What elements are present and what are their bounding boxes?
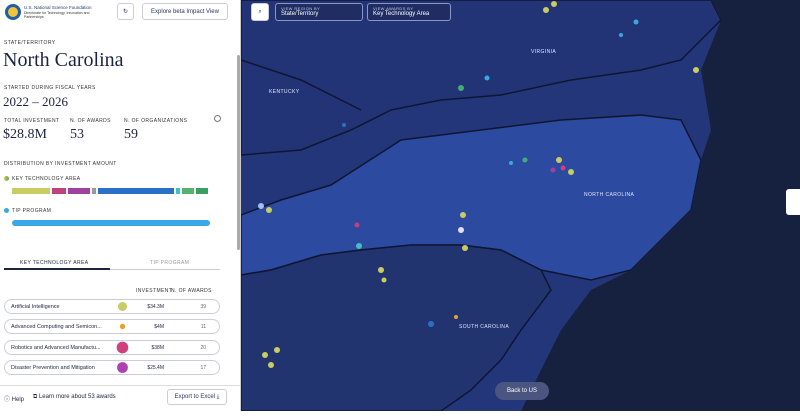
years: 2022 – 2026 bbox=[3, 94, 68, 109]
region-label: STATE/TERRITORY bbox=[4, 40, 56, 46]
row-label: Artificial Intelligence bbox=[11, 303, 60, 310]
explore-button[interactable]: Explore beta Impact View bbox=[142, 3, 228, 20]
state-label: SOUTH CAROLINA bbox=[459, 324, 509, 330]
select-value: Key Technology Area bbox=[373, 11, 430, 17]
tab-underline bbox=[4, 268, 110, 270]
row-count: 20 bbox=[200, 344, 206, 351]
row-label: Disaster Prevention and Mitigation bbox=[11, 364, 95, 371]
export-button[interactable]: Export to Excel ⤓ bbox=[167, 389, 227, 405]
table-row[interactable]: Disaster Prevention and Mitigation $25.4M… bbox=[4, 360, 220, 375]
back-button[interactable]: Back to US bbox=[495, 382, 549, 400]
select-label: VIEW REGION BY bbox=[281, 6, 321, 11]
info-icon[interactable] bbox=[214, 115, 221, 122]
distribution-label: DISTRIBUTION BY INVESTMENT AMOUNT bbox=[4, 161, 117, 167]
years-label: STARTED DURING FISCAL YEARS bbox=[4, 85, 96, 91]
search-button[interactable]: ⌕ bbox=[251, 3, 269, 21]
legend-label: TIP PROGRAM bbox=[12, 208, 52, 214]
state-label: NORTH CAROLINA bbox=[584, 192, 635, 198]
state-south-carolina bbox=[240, 244, 552, 412]
awards-select[interactable]: VIEW AWARDS BY Key Technology Area bbox=[367, 3, 451, 21]
stat-label: N. OF AWARDS bbox=[70, 118, 111, 124]
distribution-bar bbox=[12, 188, 208, 194]
row-label: Robotics and Advanced Manufactu... bbox=[11, 344, 101, 351]
directorate: Directorate for Technology, Innovation a… bbox=[24, 11, 90, 20]
legend-icon bbox=[4, 208, 9, 213]
award-dots bbox=[258, 1, 699, 368]
stat-value: $28.8M bbox=[3, 127, 47, 142]
reset-button[interactable]: ↻ bbox=[117, 3, 134, 20]
state-label: VIRGINIA bbox=[531, 49, 556, 55]
stat-label: TOTAL INVESTMENT bbox=[4, 118, 60, 124]
row-investment: $38M bbox=[151, 344, 164, 351]
org-name: U.S. National Science Foundation bbox=[24, 5, 92, 10]
zoom-control[interactable] bbox=[786, 189, 800, 215]
region-select[interactable]: VIEW REGION BY State/Territory bbox=[275, 3, 363, 21]
ocean bbox=[521, 0, 800, 411]
row-count: 17 bbox=[200, 364, 206, 371]
row-icon bbox=[116, 341, 129, 354]
row-icon bbox=[119, 323, 126, 330]
table-header: INVESTMENT bbox=[136, 288, 173, 294]
learn-more-text: Learn more about 53 awards bbox=[38, 394, 116, 400]
row-icon bbox=[118, 302, 127, 311]
table-row[interactable]: Advanced Computing and Semicon... $4M 11 bbox=[4, 319, 220, 334]
state-label: KENTUCKY bbox=[269, 89, 300, 95]
row-icon bbox=[117, 362, 128, 373]
learn-more-link[interactable]: ⧉ Learn more about 53 awards bbox=[33, 394, 116, 400]
table-row[interactable]: Robotics and Advanced Manufactu... $38M 20 bbox=[4, 340, 220, 355]
row-count: 11 bbox=[200, 323, 206, 330]
tab-divider bbox=[110, 269, 220, 270]
legend-label: KEY TECHNOLOGY AREA bbox=[12, 176, 81, 182]
map-canvas: VIRGINIA KENTUCKY NORTH CAROLINA SOUTH C… bbox=[240, 0, 800, 412]
table-row[interactable]: Artificial Intelligence $34.3M 39 bbox=[4, 299, 220, 314]
scrollbar[interactable] bbox=[237, 55, 240, 250]
tab[interactable]: TIP PROGRAM bbox=[150, 260, 190, 266]
stat-value: 59 bbox=[124, 127, 138, 142]
legend-icon bbox=[4, 176, 9, 181]
row-investment: $25.4M bbox=[147, 364, 164, 371]
stat-value: 53 bbox=[70, 127, 84, 142]
tab[interactable]: KEY TECHNOLOGY AREA bbox=[20, 260, 89, 266]
row-count: 39 bbox=[200, 303, 206, 310]
export-text: Export to Excel bbox=[174, 394, 216, 400]
nsf-seal bbox=[5, 4, 21, 20]
row-investment: $34.3M bbox=[147, 303, 164, 310]
map: VIRGINIA KENTUCKY NORTH CAROLINA SOUTH C… bbox=[240, 0, 800, 412]
row-label: Advanced Computing and Semicon... bbox=[11, 323, 102, 330]
select-value: State/Territory bbox=[281, 11, 319, 17]
help-link[interactable]: ⓘ Help bbox=[4, 397, 25, 403]
state-border bbox=[240, 59, 362, 111]
row-investment: $4M bbox=[154, 323, 164, 330]
table-header: N. OF AWARDS bbox=[171, 288, 212, 294]
side-panel: U.S. National Science Foundation Directo… bbox=[0, 0, 241, 411]
state-title: North Carolina bbox=[3, 49, 124, 71]
stat-label: N. OF ORGANIZATIONS bbox=[124, 118, 188, 124]
help-text: Help bbox=[11, 397, 25, 403]
select-label: VIEW AWARDS BY bbox=[373, 6, 414, 11]
tip-bar bbox=[12, 220, 210, 226]
state-virginia bbox=[240, 0, 722, 156]
